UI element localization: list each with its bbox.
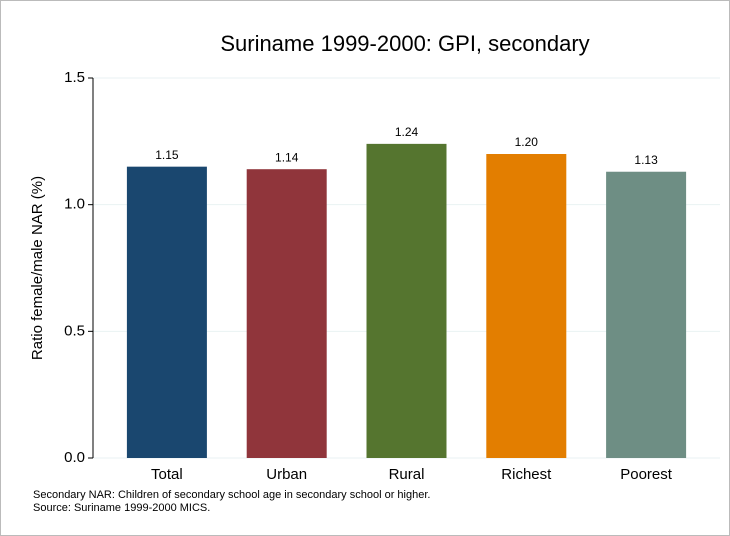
x-tick-label: Poorest	[620, 466, 673, 483]
x-tick-label: Rural	[389, 466, 425, 483]
y-tick-label: 0.5	[64, 322, 85, 339]
bar	[246, 169, 327, 458]
y-axis-label: Ratio female/male NAR (%)	[29, 176, 46, 360]
value-label: 1.14	[275, 150, 299, 164]
value-label: 1.20	[515, 135, 539, 149]
value-label: 1.13	[634, 153, 658, 167]
bar	[366, 143, 447, 458]
bar	[126, 166, 207, 458]
x-tick-label: Richest	[501, 466, 552, 483]
bar	[486, 154, 567, 458]
chart-title: Suriname 1999-2000: GPI, secondary	[220, 31, 589, 56]
value-label: 1.24	[395, 125, 419, 139]
note: Secondary NAR: Children of secondary sch…	[33, 489, 430, 501]
x-tick-label: Total	[151, 466, 183, 483]
y-tick-label: 0.0	[64, 449, 85, 466]
y-tick-label: 1.5	[64, 69, 85, 86]
x-tick-label: Urban	[266, 466, 307, 483]
note: Source: Suriname 1999-2000 MICS.	[33, 502, 210, 514]
value-label: 1.15	[155, 148, 179, 162]
bar	[606, 171, 687, 458]
y-tick-label: 1.0	[64, 196, 85, 213]
